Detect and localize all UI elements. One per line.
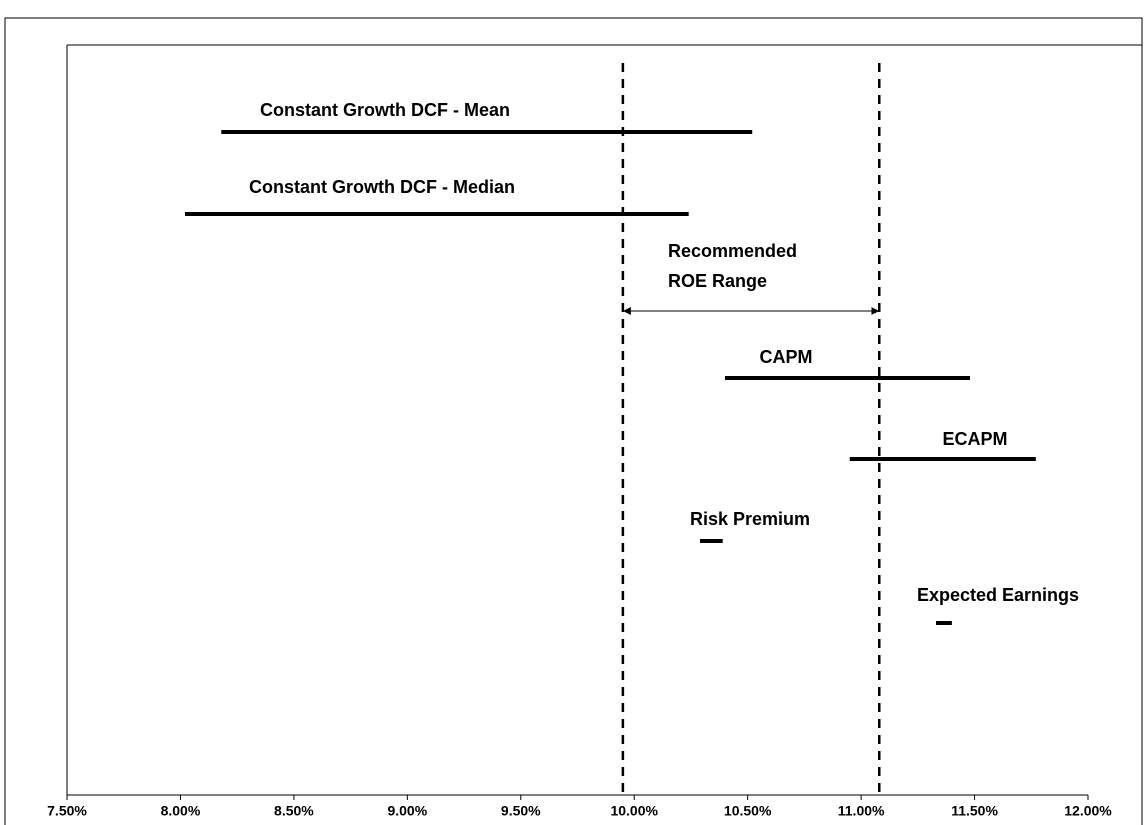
annotation: ROE Range [668, 271, 767, 291]
x-tick-label: 9.00% [387, 803, 427, 819]
x-tick-label: 12.00% [1064, 803, 1112, 819]
bar-label: ECAPM [942, 429, 1007, 449]
x-tick-label: 11.50% [951, 803, 998, 819]
bar-label: Constant Growth DCF - Median [249, 177, 515, 197]
bar-label: CAPM [760, 347, 813, 367]
x-tick-label: 10.50% [724, 803, 772, 819]
x-tick-label: 11.00% [838, 803, 885, 819]
annotation: Recommended [668, 241, 797, 261]
x-tick-label: 8.00% [161, 803, 201, 819]
bar-label: Constant Growth DCF - Mean [260, 100, 510, 120]
x-tick-label: 7.50% [47, 803, 87, 819]
x-tick-label: 8.50% [274, 803, 314, 819]
x-tick-label: 9.50% [501, 803, 541, 819]
x-tick-label: 10.00% [610, 803, 658, 819]
chart-frame [4, 17, 1143, 825]
bar-label: Expected Earnings [917, 585, 1079, 605]
bar-label: Risk Premium [690, 509, 810, 529]
